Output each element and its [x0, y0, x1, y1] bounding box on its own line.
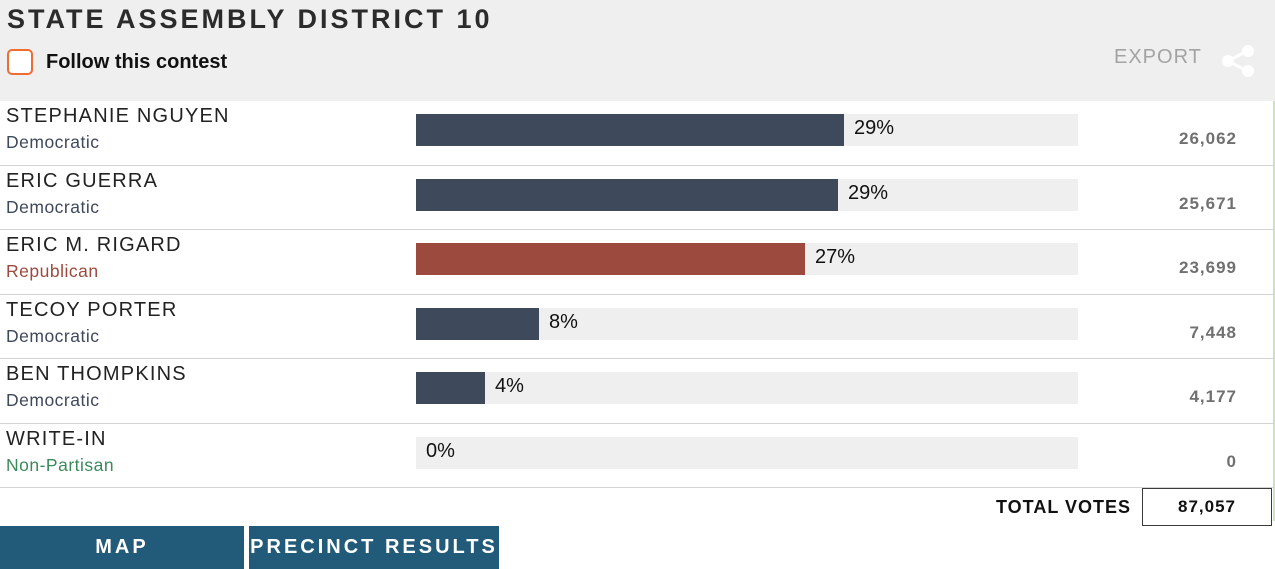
precinct-results-button[interactable]: PRECINCT RESULTS	[249, 526, 499, 569]
candidate-row: WRITE-IN Non-Partisan 0% 0	[0, 424, 1275, 488]
candidate-results-list: STEPHANIE NGUYEN Democratic 29% 26,062 ERIC …	[0, 101, 1275, 488]
scroll-edge	[1273, 101, 1275, 521]
vote-percent: 29%	[854, 117, 895, 139]
vote-bar-fill	[416, 178, 838, 211]
vote-bar-fill	[416, 372, 485, 404]
vote-count: 7,448	[1189, 322, 1237, 342]
follow-label: Follow this contest	[46, 50, 228, 73]
vote-bar-track: 0%	[416, 436, 1078, 469]
vote-bar-track: 29%	[416, 114, 1078, 146]
vote-bar-fill	[416, 114, 844, 146]
candidate-row: ERIC M. RIGARD Republican 27% 23,699	[0, 230, 1275, 295]
vote-count: 26,062	[1179, 129, 1237, 148]
candidate-party: Democratic	[6, 196, 100, 217]
follow-contest-toggle[interactable]: Follow this contest	[7, 46, 227, 78]
candidate-party: Democratic	[6, 132, 100, 152]
map-button[interactable]: MAP	[0, 526, 244, 569]
vote-percent: 4%	[495, 375, 524, 397]
vote-count: 25,671	[1179, 193, 1237, 213]
total-votes-value: 87,057	[1142, 488, 1272, 526]
candidate-row: BEN THOMPKINS Democratic 4% 4,177	[0, 359, 1275, 424]
candidate-name: ERIC M. RIGARD	[6, 234, 182, 256]
contest-header: STATE ASSEMBLY DISTRICT 10 Follow this c…	[0, 0, 1275, 101]
vote-bar-fill	[416, 307, 539, 340]
vote-percent: 0%	[426, 439, 455, 462]
contest-title: STATE ASSEMBLY DISTRICT 10	[7, 4, 493, 34]
vote-count: 23,699	[1179, 258, 1237, 277]
export-button[interactable]: EXPORT	[1114, 46, 1202, 68]
candidate-row: TECOY PORTER Democratic 8% 7,448	[0, 295, 1275, 359]
candidate-party: Republican	[6, 261, 99, 281]
vote-percent: 29%	[848, 181, 889, 204]
follow-checkbox[interactable]	[7, 49, 33, 75]
candidate-row: STEPHANIE NGUYEN Democratic 29% 26,062	[0, 101, 1275, 166]
share-icon[interactable]	[1220, 44, 1256, 78]
vote-bar-track: 8%	[416, 307, 1078, 340]
candidate-party: Non-Partisan	[6, 454, 115, 475]
vote-bar-track: 4%	[416, 372, 1078, 404]
candidate-party: Democratic	[6, 390, 100, 410]
candidate-name: TECOY PORTER	[6, 298, 178, 321]
candidate-name: STEPHANIE NGUYEN	[6, 105, 230, 127]
vote-count: 0	[1226, 451, 1237, 471]
candidate-name: BEN THOMPKINS	[6, 363, 187, 385]
vote-bar-track: 29%	[416, 178, 1078, 211]
total-votes-label: TOTAL VOTES	[996, 497, 1132, 517]
candidate-name: ERIC GUERRA	[6, 169, 159, 192]
vote-bar-fill	[416, 243, 805, 275]
candidate-name: WRITE-IN	[6, 427, 107, 450]
candidate-row: ERIC GUERRA Democratic 29% 25,671	[0, 166, 1275, 230]
vote-percent: 27%	[815, 246, 856, 268]
vote-bar-track: 27%	[416, 243, 1078, 275]
vote-count: 4,177	[1189, 387, 1237, 406]
vote-percent: 8%	[549, 310, 578, 333]
candidate-party: Democratic	[6, 325, 100, 346]
